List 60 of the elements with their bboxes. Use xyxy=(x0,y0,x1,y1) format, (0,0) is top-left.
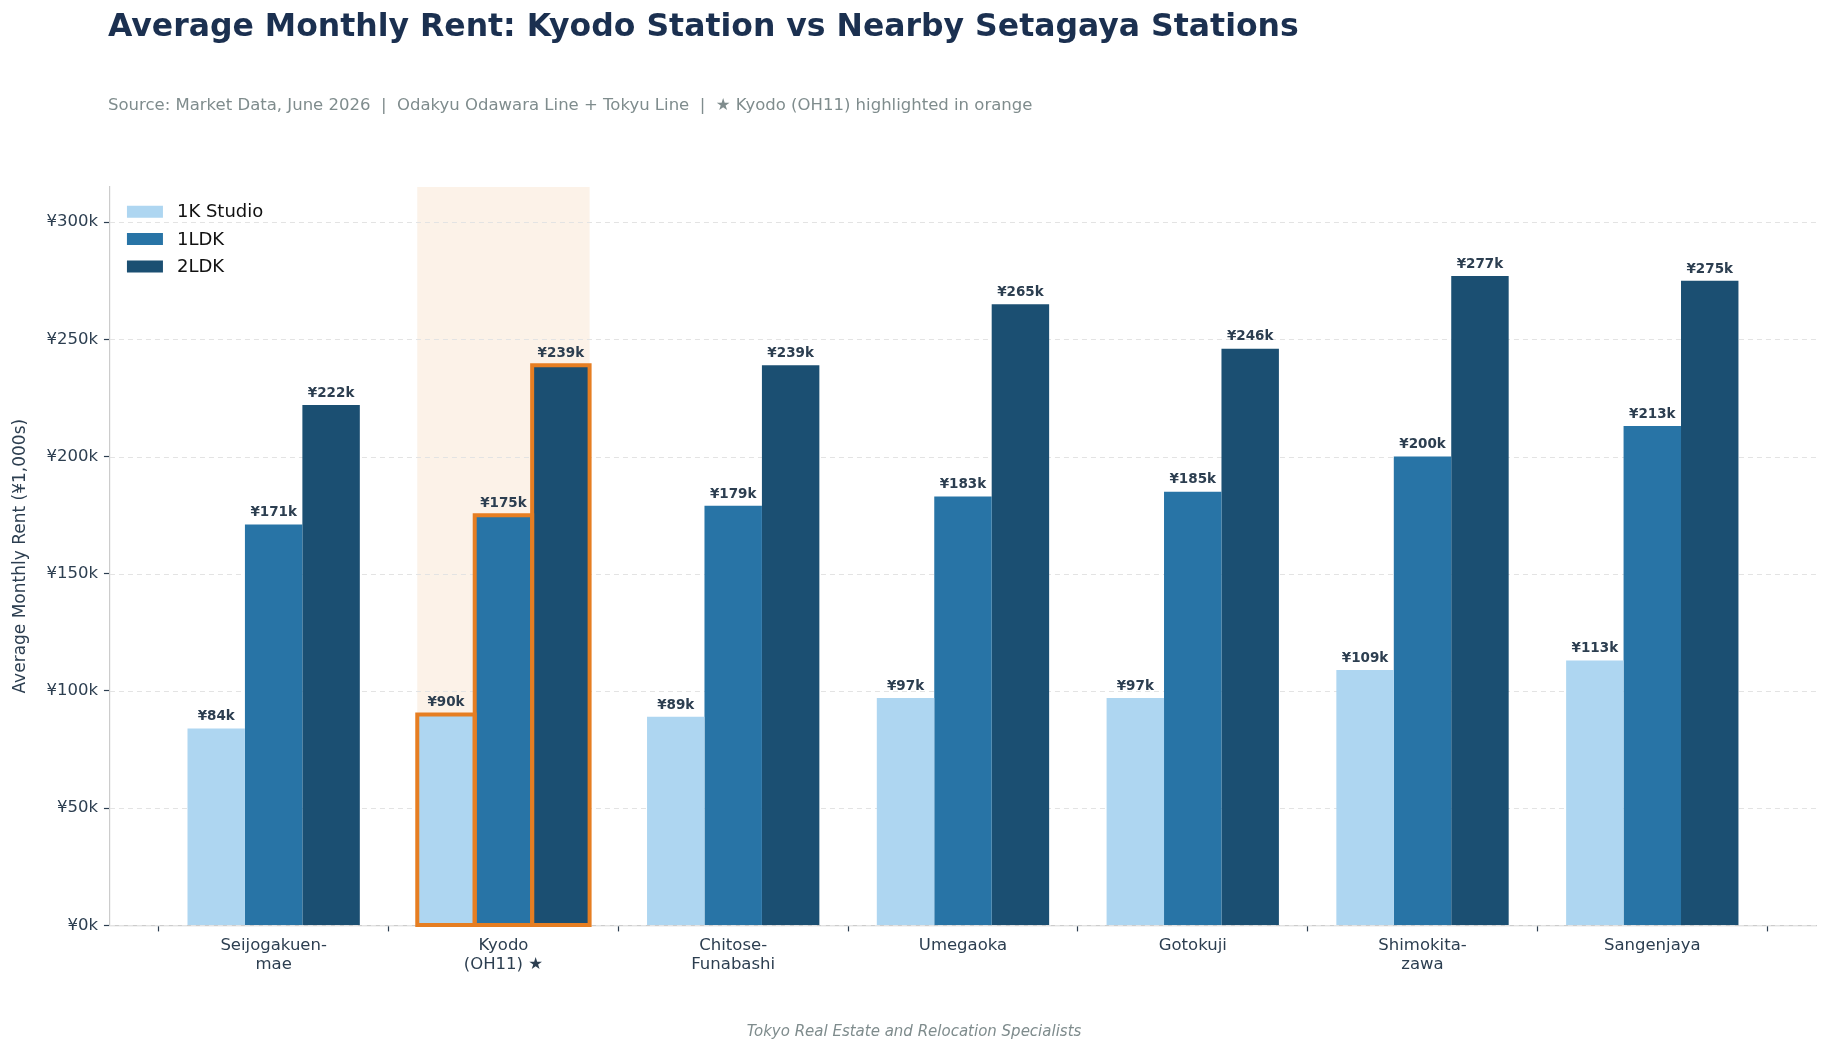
data-label: ¥89k xyxy=(657,695,696,712)
x-tick-label: Sangenjaya xyxy=(1603,934,1701,954)
bar xyxy=(1106,698,1165,925)
bar xyxy=(302,405,360,925)
data-label: ¥90k xyxy=(427,693,466,710)
bar xyxy=(1566,660,1624,925)
data-label: ¥275k xyxy=(1686,259,1735,276)
bar xyxy=(876,698,935,925)
data-label: ¥277k xyxy=(1456,254,1505,271)
data-label: ¥97k xyxy=(1116,676,1155,693)
data-label: ¥175k xyxy=(480,493,528,510)
data-label: ¥200k xyxy=(1399,435,1447,452)
x-tick-label: Kyodo (OH11) ★ xyxy=(463,934,544,974)
x-tick-label: Chitose- Funabashi xyxy=(691,934,776,974)
data-label: ¥97k xyxy=(886,676,926,693)
y-tick-label: ¥200k xyxy=(46,445,99,465)
data-label: ¥265k xyxy=(997,282,1045,299)
bar xyxy=(704,505,762,925)
data-label: ¥239k xyxy=(767,343,815,360)
y-tick-label: ¥50k xyxy=(56,797,99,817)
text: Tokyo Real Estate and Relocation Specialists xyxy=(745,1022,1083,1040)
bar xyxy=(1393,456,1452,925)
chart-subtitle: Source: Market Data, June 2026 | Odakyu Odawara Line + Tokyu Line | ★ Kyodo (OH11) highlighted in orange xyxy=(108,95,1033,114)
bar xyxy=(1681,280,1739,925)
y-tick-label: ¥250k xyxy=(46,328,99,348)
legend-label: 2LDK xyxy=(176,255,226,277)
y-tick-label: ¥100k xyxy=(46,680,99,700)
data-label: ¥179k xyxy=(709,484,758,501)
bar xyxy=(761,365,820,925)
bar xyxy=(1164,491,1222,925)
bar xyxy=(187,728,245,925)
bar xyxy=(991,304,1050,925)
bar xyxy=(1221,348,1279,925)
data-label: ¥113k xyxy=(1571,639,1620,656)
data-label: ¥246k xyxy=(1226,327,1275,344)
x-tick-label: Seijogakuen- mae xyxy=(220,934,327,974)
data-label: ¥213k xyxy=(1629,404,1677,421)
data-label: ¥171k xyxy=(250,503,298,520)
x-tick-label: Umegaoka xyxy=(918,934,1008,954)
data-label: ¥239k xyxy=(537,343,586,360)
legend-label: 1K Studio xyxy=(176,200,264,222)
x-tick-label: Shimokita- zawa xyxy=(1378,934,1467,974)
data-label: ¥183k xyxy=(939,475,988,492)
data-label: ¥109k xyxy=(1341,648,1390,665)
y-tick-label: ¥150k xyxy=(46,563,99,583)
x-tick-label: Gotokuji xyxy=(1158,934,1227,954)
bar xyxy=(1623,426,1682,925)
bar xyxy=(1336,669,1394,925)
y-axis-title: Average Monthly Rent (¥1,000s) xyxy=(8,418,29,694)
bar xyxy=(244,524,303,925)
y-tick-label: ¥300k xyxy=(46,211,99,231)
y-tick-label: ¥0k xyxy=(67,914,99,934)
data-label: ¥222k xyxy=(307,383,356,400)
chart-title: Average Monthly Rent: Kyodo Station vs Nearby Setagaya Stations xyxy=(108,7,1299,43)
bar xyxy=(934,496,992,925)
data-label: ¥185k xyxy=(1169,470,1218,487)
data-label: ¥84k xyxy=(197,707,236,724)
bar xyxy=(647,716,705,925)
bar xyxy=(1451,276,1509,925)
legend-label: 1LDK xyxy=(176,227,226,249)
